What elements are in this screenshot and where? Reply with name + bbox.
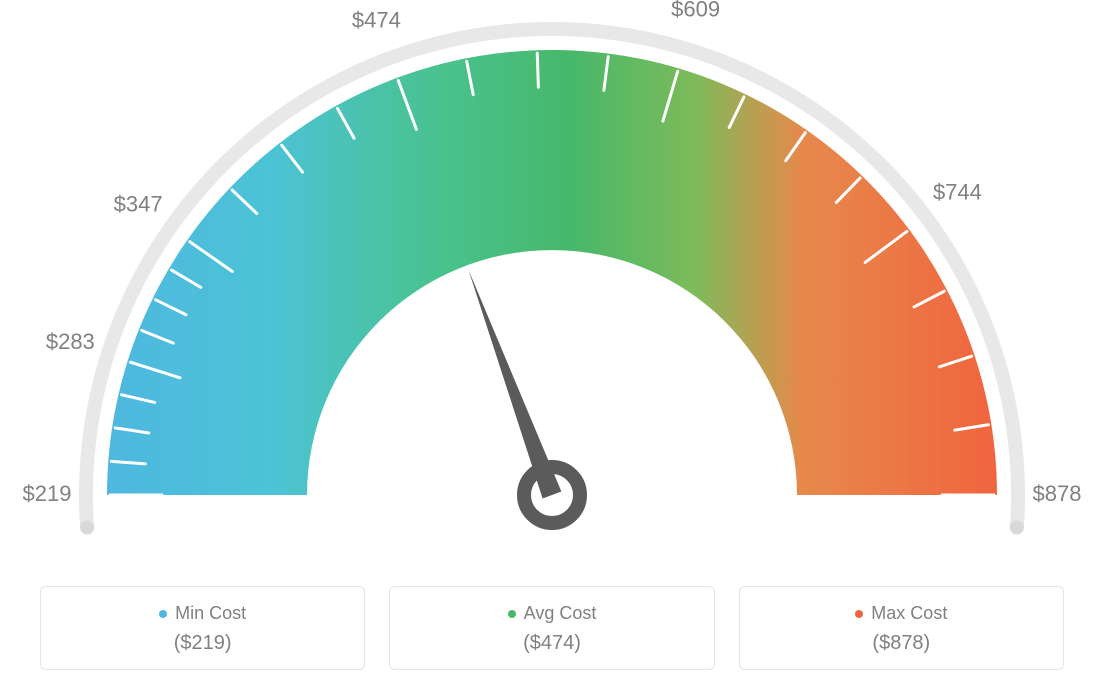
dot-icon: [159, 610, 167, 618]
svg-text:$609: $609: [671, 0, 720, 22]
legend-label-max: Max Cost: [855, 603, 947, 624]
legend-avg-value: ($474): [402, 632, 701, 655]
cost-gauge: $219 $283 $347 $474 $609 $744 $878: [0, 0, 1104, 560]
svg-text:$283: $283: [46, 329, 95, 354]
svg-text:$878: $878: [1033, 481, 1082, 506]
legend-max-value: ($878): [752, 632, 1051, 655]
dot-icon: [855, 610, 863, 618]
svg-text:$474: $474: [352, 7, 401, 32]
legend-card-max: Max Cost ($878): [739, 586, 1064, 670]
legend-min-text: Min Cost: [175, 603, 246, 624]
legend-card-avg: Avg Cost ($474): [389, 586, 714, 670]
legend-label-min: Min Cost: [159, 603, 246, 624]
legend-min-value: ($219): [53, 632, 352, 655]
legend-avg-text: Avg Cost: [524, 603, 597, 624]
svg-text:$219: $219: [23, 481, 72, 506]
legend-row: Min Cost ($219) Avg Cost ($474) Max Cost…: [40, 586, 1064, 670]
legend-card-min: Min Cost ($219): [40, 586, 365, 670]
dot-icon: [508, 610, 516, 618]
svg-text:$744: $744: [933, 180, 982, 205]
legend-max-text: Max Cost: [871, 603, 947, 624]
svg-text:$347: $347: [114, 191, 163, 216]
legend-label-avg: Avg Cost: [508, 603, 597, 624]
